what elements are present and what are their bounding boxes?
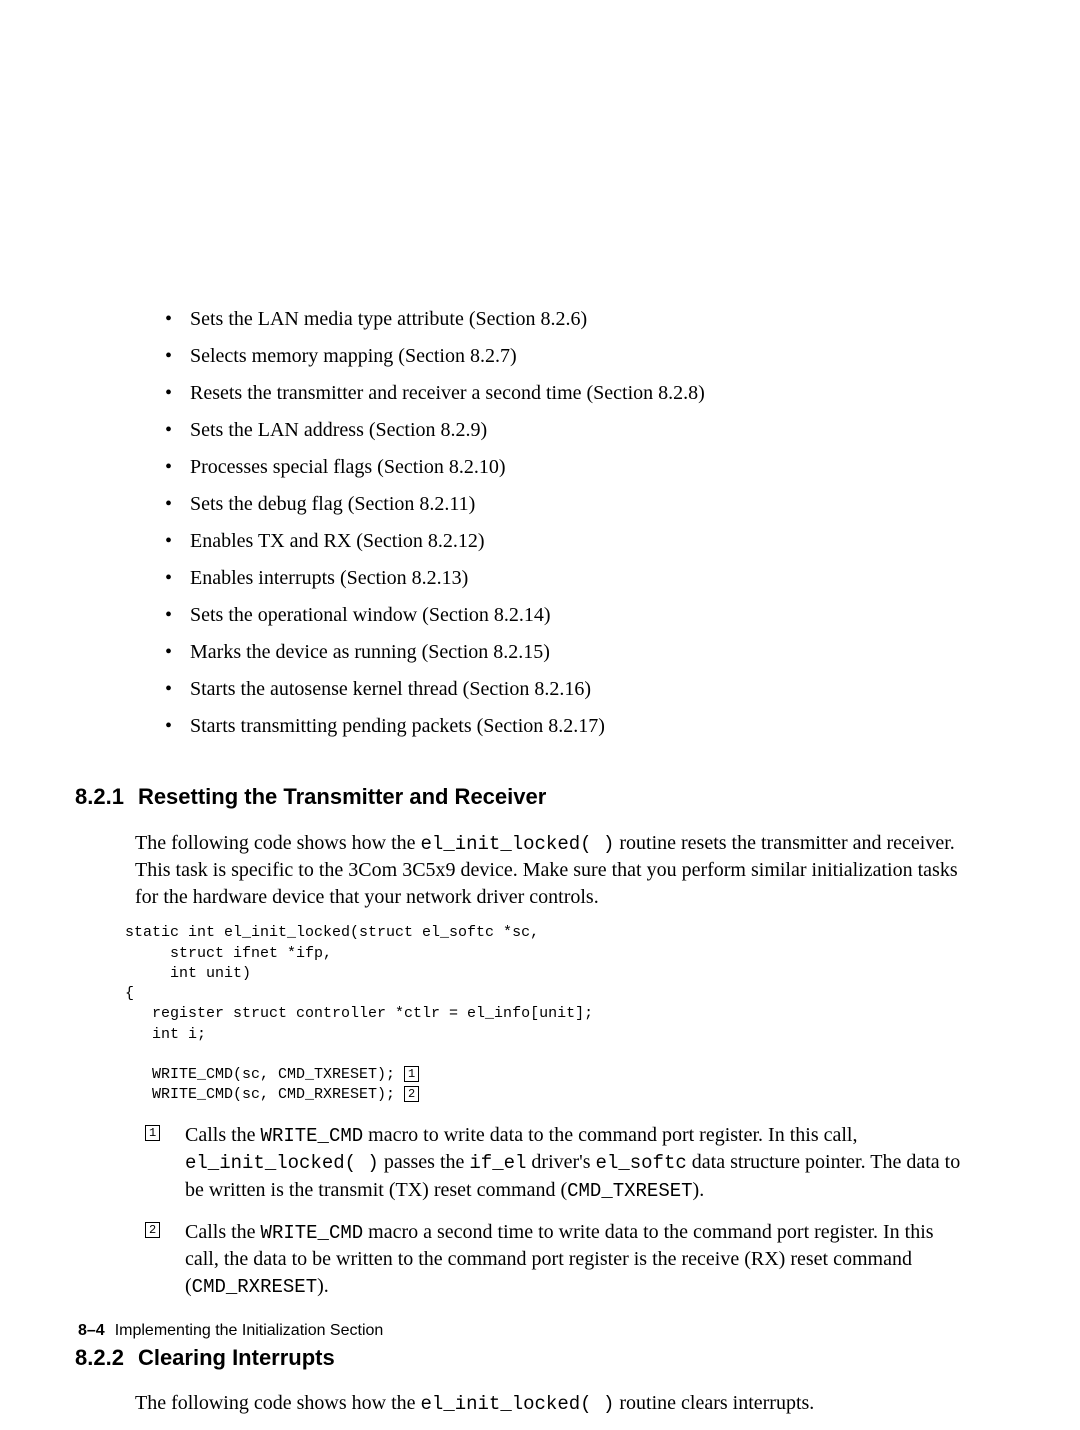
content-area: Sets the LAN media type attribute (Secti… bbox=[135, 306, 965, 1430]
text: macro to write data to the command port … bbox=[363, 1124, 857, 1146]
page-number: 8–4 bbox=[78, 1322, 105, 1339]
bullet-item: Sets the LAN media type attribute (Secti… bbox=[190, 306, 965, 333]
code-line: int unit) bbox=[125, 965, 251, 982]
callout-list: 1 Calls the WRITE_CMD macro to write dat… bbox=[135, 1122, 965, 1301]
section-title: Resetting the Transmitter and Receiver bbox=[138, 784, 546, 809]
text: routine clears interrupts. bbox=[614, 1392, 814, 1414]
page-footer: 8–4 Implementing the Initialization Secti… bbox=[78, 1320, 383, 1342]
bullet-item: Selects memory mapping (Section 8.2.7) bbox=[190, 343, 965, 370]
paragraph: The following code shows how the el_init… bbox=[135, 830, 965, 912]
code-line: WRITE_CMD(sc, CMD_TXRESET); bbox=[125, 1066, 404, 1083]
bullet-item: Starts transmitting pending packets (Sec… bbox=[190, 713, 965, 740]
code-inline: el_init_locked( ) bbox=[185, 1152, 379, 1174]
paragraph: The following code shows how the el_init… bbox=[135, 1390, 965, 1418]
code-inline: WRITE_CMD bbox=[261, 1125, 364, 1147]
section-heading-8-2-1: 8.2.1 Resetting the Transmitter and Recei… bbox=[75, 782, 965, 812]
bullet-item: Enables interrupts (Section 8.2.13) bbox=[190, 565, 965, 592]
text: ). bbox=[693, 1179, 705, 1201]
bullet-item: Starts the autosense kernel thread (Sect… bbox=[190, 676, 965, 703]
callout-marker-icon: 1 bbox=[145, 1125, 160, 1141]
code-block: static int el_init_locked(struct el_soft… bbox=[125, 923, 965, 1105]
text: Calls the bbox=[185, 1124, 261, 1146]
code-inline: WRITE_CMD bbox=[261, 1222, 364, 1244]
bullet-item: Processes special flags (Section 8.2.10) bbox=[190, 454, 965, 481]
page: Sets the LAN media type attribute (Secti… bbox=[0, 0, 1080, 1397]
chapter-title: Implementing the Initialization Section bbox=[115, 1322, 384, 1339]
text: The following code shows how the bbox=[135, 832, 421, 854]
section-number: 8.2.2 bbox=[75, 1343, 124, 1373]
bullet-item: Sets the operational window (Section 8.2… bbox=[190, 602, 965, 629]
code-inline: if_el bbox=[469, 1152, 526, 1174]
code-inline: CMD_RXRESET bbox=[192, 1276, 317, 1298]
bullet-item: Sets the debug flag (Section 8.2.11) bbox=[190, 491, 965, 518]
callout-marker-icon: 1 bbox=[404, 1066, 419, 1082]
callout-item: 1 Calls the WRITE_CMD macro to write dat… bbox=[185, 1122, 965, 1205]
code-line: static int el_init_locked(struct el_soft… bbox=[125, 924, 539, 941]
code-inline: el_init_locked( ) bbox=[421, 833, 615, 855]
code-line: WRITE_CMD(sc, CMD_RXRESET); bbox=[125, 1086, 404, 1103]
code-inline: el_softc bbox=[596, 1152, 687, 1174]
callout-marker-icon: 2 bbox=[145, 1222, 160, 1238]
section-title: Clearing Interrupts bbox=[138, 1345, 335, 1370]
code-line: struct ifnet *ifp, bbox=[125, 945, 332, 962]
text: driver's bbox=[526, 1151, 595, 1173]
callout-marker-icon: 2 bbox=[404, 1086, 419, 1102]
text: ). bbox=[317, 1275, 329, 1297]
section-number: 8.2.1 bbox=[75, 782, 124, 812]
callout-item: 2 Calls the WRITE_CMD macro a second tim… bbox=[185, 1219, 965, 1301]
section-heading-8-2-2: 8.2.2 Clearing Interrupts bbox=[75, 1343, 965, 1373]
bullet-item: Sets the LAN address (Section 8.2.9) bbox=[190, 417, 965, 444]
code-line: { bbox=[125, 985, 134, 1002]
code-line: int i; bbox=[125, 1026, 206, 1043]
code-line: register struct controller *ctlr = el_in… bbox=[125, 1005, 593, 1022]
text: Calls the bbox=[185, 1221, 261, 1243]
bullet-item: Resets the transmitter and receiver a se… bbox=[190, 380, 965, 407]
bullet-item: Enables TX and RX (Section 8.2.12) bbox=[190, 528, 965, 555]
bullet-item: Marks the device as running (Section 8.2… bbox=[190, 639, 965, 666]
code-inline: CMD_TXRESET bbox=[567, 1180, 692, 1202]
bullet-list: Sets the LAN media type attribute (Secti… bbox=[135, 306, 965, 740]
text: passes the bbox=[379, 1151, 470, 1173]
text: The following code shows how the bbox=[135, 1392, 421, 1414]
